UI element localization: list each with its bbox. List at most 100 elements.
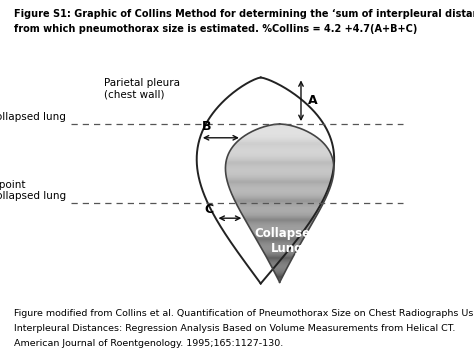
Polygon shape <box>249 227 310 228</box>
Polygon shape <box>226 163 334 164</box>
Polygon shape <box>226 177 333 178</box>
Polygon shape <box>231 192 328 193</box>
Text: Parietal pleura
(chest wall): Parietal pleura (chest wall) <box>104 78 180 99</box>
Polygon shape <box>250 229 309 230</box>
Polygon shape <box>259 243 301 244</box>
Polygon shape <box>227 181 332 182</box>
Polygon shape <box>236 203 323 204</box>
Polygon shape <box>274 272 285 273</box>
Polygon shape <box>232 194 328 195</box>
Polygon shape <box>248 225 311 227</box>
Polygon shape <box>241 138 319 139</box>
Text: Top of collapsed lung: Top of collapsed lung <box>0 112 66 122</box>
Polygon shape <box>278 279 281 280</box>
Polygon shape <box>229 188 330 190</box>
Polygon shape <box>232 196 327 197</box>
Polygon shape <box>226 176 333 177</box>
Polygon shape <box>260 127 300 128</box>
Polygon shape <box>226 171 334 172</box>
Text: C: C <box>204 203 213 216</box>
Polygon shape <box>273 268 287 270</box>
Polygon shape <box>242 214 318 215</box>
Polygon shape <box>228 154 331 155</box>
Polygon shape <box>229 151 330 153</box>
Polygon shape <box>228 156 332 157</box>
Text: from which pneumothorax size is estimated. %Collins = 4.2 +4.7(A+B+C): from which pneumothorax size is estimate… <box>14 24 418 35</box>
Polygon shape <box>246 133 313 134</box>
Polygon shape <box>234 144 325 145</box>
Text: B: B <box>202 120 212 133</box>
Polygon shape <box>226 161 333 162</box>
Polygon shape <box>235 201 324 202</box>
Polygon shape <box>251 231 308 232</box>
Polygon shape <box>237 206 322 207</box>
Polygon shape <box>271 124 289 125</box>
Polygon shape <box>262 248 298 250</box>
Polygon shape <box>277 278 282 279</box>
Polygon shape <box>227 180 332 181</box>
Polygon shape <box>268 260 291 261</box>
Polygon shape <box>269 261 291 262</box>
Polygon shape <box>230 149 329 150</box>
Polygon shape <box>264 254 295 255</box>
Polygon shape <box>239 209 320 210</box>
Polygon shape <box>226 162 334 163</box>
Polygon shape <box>273 271 286 272</box>
Polygon shape <box>228 153 331 154</box>
Polygon shape <box>247 223 312 224</box>
Polygon shape <box>240 210 319 211</box>
Polygon shape <box>226 168 334 169</box>
Text: Mid point
of collapsed lung: Mid point of collapsed lung <box>0 179 66 201</box>
Polygon shape <box>240 211 319 213</box>
Polygon shape <box>245 220 314 221</box>
Polygon shape <box>279 280 281 281</box>
Polygon shape <box>233 197 326 198</box>
Polygon shape <box>258 242 301 243</box>
Polygon shape <box>230 191 329 192</box>
Polygon shape <box>279 281 280 282</box>
Polygon shape <box>254 235 305 236</box>
Polygon shape <box>261 247 298 248</box>
Polygon shape <box>264 252 296 253</box>
Polygon shape <box>231 193 328 194</box>
Polygon shape <box>227 159 333 160</box>
Polygon shape <box>232 147 328 148</box>
Polygon shape <box>226 172 334 173</box>
Text: American Journal of Roentgenology. 1995;165:1127-130.: American Journal of Roentgenology. 1995;… <box>14 339 283 348</box>
Polygon shape <box>237 141 322 142</box>
Polygon shape <box>264 253 295 254</box>
Polygon shape <box>242 215 317 216</box>
Text: Figure modified from Collins et al. Quantification of Pneumothorax Size on Chest: Figure modified from Collins et al. Quan… <box>14 309 474 318</box>
Polygon shape <box>228 185 331 186</box>
Polygon shape <box>228 182 332 183</box>
Polygon shape <box>236 202 324 203</box>
Polygon shape <box>226 164 334 165</box>
Polygon shape <box>226 169 334 170</box>
Polygon shape <box>243 135 316 136</box>
Polygon shape <box>227 158 333 159</box>
Polygon shape <box>235 143 324 144</box>
Polygon shape <box>235 200 325 201</box>
Polygon shape <box>266 257 293 258</box>
Polygon shape <box>255 236 305 237</box>
Polygon shape <box>232 195 327 196</box>
Polygon shape <box>231 148 328 149</box>
Polygon shape <box>226 170 334 171</box>
Polygon shape <box>272 266 288 267</box>
Polygon shape <box>238 207 321 208</box>
Polygon shape <box>249 228 310 229</box>
Polygon shape <box>227 157 332 158</box>
Polygon shape <box>265 255 294 256</box>
Polygon shape <box>252 232 307 233</box>
Polygon shape <box>261 246 299 247</box>
Polygon shape <box>226 174 333 176</box>
Polygon shape <box>227 179 333 180</box>
Polygon shape <box>246 222 313 223</box>
Polygon shape <box>226 165 334 166</box>
Polygon shape <box>237 204 323 205</box>
Polygon shape <box>242 136 318 138</box>
Text: A: A <box>308 94 318 107</box>
Polygon shape <box>244 217 316 218</box>
Polygon shape <box>255 238 304 239</box>
Polygon shape <box>270 263 290 264</box>
